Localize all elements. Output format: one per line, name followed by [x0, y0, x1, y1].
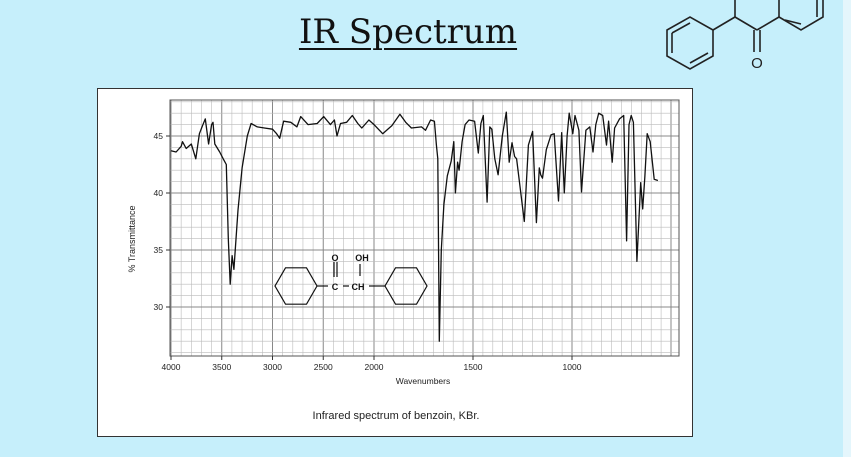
structure-label: O: [331, 253, 338, 263]
benzene-ring: [274, 267, 318, 305]
benzoin-structure-image: O: [666, 0, 824, 72]
y-axis-label: % Transmittance: [127, 205, 137, 272]
x-tick-label: 2500: [314, 362, 333, 372]
y-tick-label: 45: [154, 131, 164, 141]
y-tick-label: 40: [154, 188, 164, 198]
y-tick-label: 35: [154, 245, 164, 255]
svg-text:O: O: [751, 55, 763, 72]
x-tick-label: 4000: [162, 362, 181, 372]
structure-label: C: [332, 282, 339, 292]
structure-label: OH: [355, 253, 369, 263]
structure-label: CH: [352, 282, 365, 292]
x-axis-label: Wavenumbers: [396, 376, 450, 386]
slide-edge: [843, 0, 851, 457]
spectrum-trace: [170, 111, 659, 342]
x-tick-label: 2000: [365, 362, 384, 372]
x-tick-label: 1000: [563, 362, 582, 372]
x-tick-label: 3000: [263, 362, 282, 372]
figure-caption: Infrared spectrum of benzoin, KBr.: [312, 410, 480, 422]
ir-spectrum-figure: 4000 3500 3000 2500 2000 1500 1000 45 40 35 30 Wave…: [97, 88, 693, 437]
plot-frame: [169, 99, 680, 357]
benzoin-inset-structure: [274, 262, 428, 305]
x-tick-label: 3500: [212, 362, 231, 372]
y-tick-label: 30: [154, 302, 164, 312]
ir-spectrum-chart: 4000 3500 3000 2500 2000 1500 1000 45 40 35 30 Wave…: [127, 99, 680, 386]
slide-title: IR Spectrum: [298, 12, 518, 52]
x-tick-label: 1500: [464, 362, 483, 372]
benzene-ring: [384, 267, 428, 305]
